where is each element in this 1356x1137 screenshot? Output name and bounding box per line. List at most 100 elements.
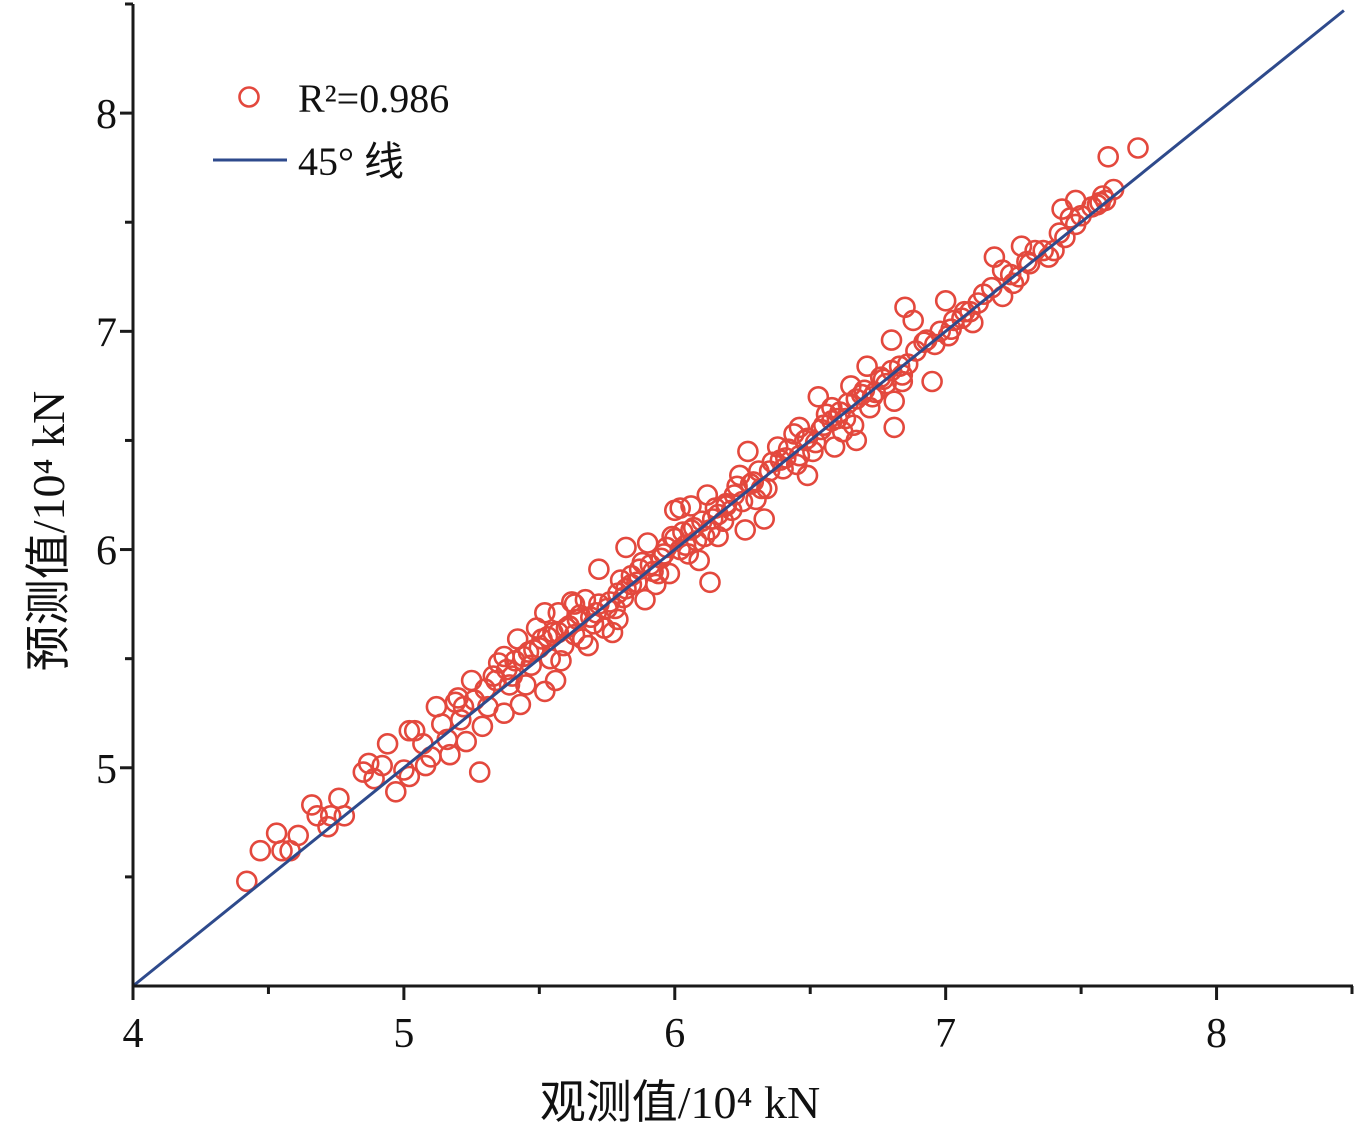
axes [131,4,1353,988]
data-point [249,839,272,862]
data-point [967,292,990,314]
legend-label-line: 45° 线 [298,139,404,184]
data-point [501,665,524,687]
data-point [265,822,288,845]
data-point [921,370,943,393]
data-point [287,824,310,847]
data-point [498,674,521,696]
x-tick-label: 8 [1206,1011,1227,1057]
y-tick-label: 5 [96,747,117,793]
data-point [577,634,599,657]
data-point [536,625,559,648]
data-point [875,372,897,395]
x-axis-title: 观测值/10⁴ kN [540,1077,821,1128]
data-point [357,752,380,775]
data-point [460,669,483,692]
reference-line [132,9,1345,988]
data-point [601,621,624,644]
data-point [674,534,697,557]
data-point [688,549,711,572]
data-point [271,839,293,862]
data-point [940,318,962,341]
legend: R²=0.986 45° 线 [213,76,449,184]
data-point [563,623,586,646]
y-tick-label: 8 [96,92,117,138]
data-point [1127,137,1149,159]
data-point [1010,235,1033,257]
data-point [468,761,491,783]
data-point [829,401,851,423]
data-point [1018,252,1041,275]
data-point [236,870,258,893]
data-point [563,593,586,615]
data-point [669,497,692,519]
y-tick-label: 6 [96,529,117,575]
data-point [455,730,478,753]
axis-ticks [120,2,1354,1000]
data-point [856,355,878,378]
data-point [471,715,494,738]
data-point [1054,226,1076,249]
data-point [425,695,448,718]
data-point [544,669,567,692]
data-point [306,804,329,827]
data-point [902,309,925,332]
data-point [758,460,781,482]
data-point [680,495,702,517]
data-point [1007,265,1030,288]
data-point [393,759,415,781]
data-point [783,423,805,445]
data-point [883,416,906,439]
data-point [1097,146,1119,168]
y-tick-label: 7 [96,310,117,356]
data-point [533,680,556,703]
data-point [607,608,629,631]
data-point [880,329,903,351]
data-point [509,693,532,716]
data-point [1094,189,1117,212]
data-point [999,263,1022,286]
data-point [699,571,721,594]
data-point [644,573,667,596]
data-point [517,641,540,663]
x-tick-label: 5 [393,1011,414,1057]
data-point [807,385,830,408]
data-point [485,669,507,692]
data-point [883,390,906,413]
scatter-series [236,137,1149,893]
data-point [596,597,618,620]
data-point [934,289,957,312]
data-point [880,359,903,382]
data-point [658,562,681,585]
axis-tick-labels: 4 5 6 7 8 5 6 7 8 [96,92,1227,1057]
data-point [328,787,350,810]
data-point [734,519,757,541]
data-point [726,475,748,498]
data-point [845,429,868,452]
data-point [737,440,759,463]
legend-marker-circle [238,86,260,108]
data-point [317,815,339,838]
data-point [371,754,394,777]
data-point [796,464,819,487]
data-point [653,543,675,565]
data-point [512,645,534,668]
data-point [929,320,952,343]
data-point [588,558,610,581]
data-point [376,732,399,755]
x-tick-label: 7 [935,1011,956,1057]
reference-line-series [132,9,1345,988]
data-point [634,588,656,611]
data-point [1032,239,1054,262]
data-point [452,695,475,718]
data-point [802,440,824,463]
y-axis-title: 预测值/10⁴ kN [23,391,74,672]
data-point [449,708,472,731]
data-point [615,536,637,559]
legend-label-scatter: R²=0.986 [298,76,449,121]
x-tick-label: 6 [664,1011,685,1057]
data-point [384,780,407,803]
x-tick-label: 4 [123,1011,144,1057]
data-point [495,658,518,681]
